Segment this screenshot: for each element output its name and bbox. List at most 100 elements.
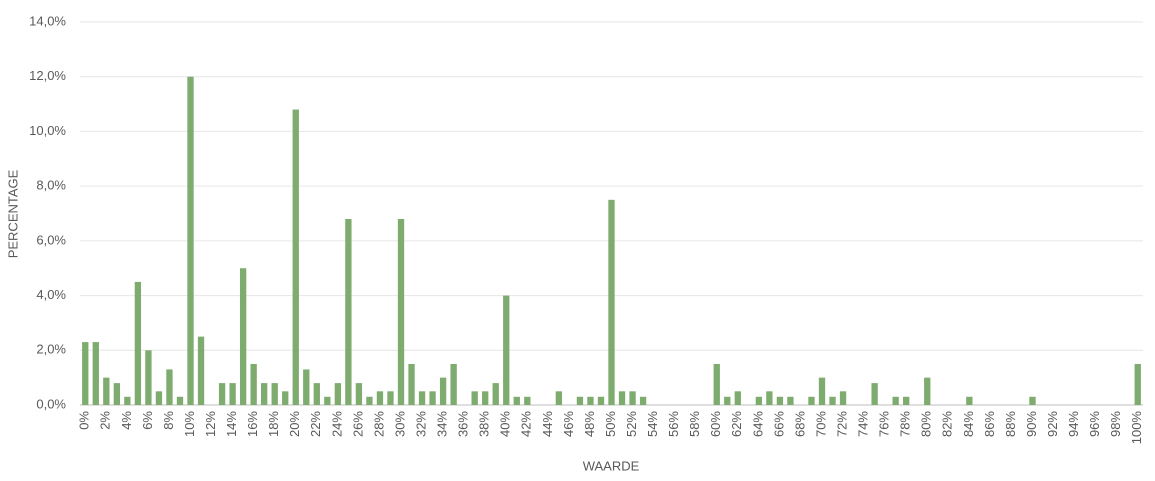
bar <box>618 391 626 405</box>
x-tick-label: 54% <box>645 411 660 437</box>
bar <box>776 396 784 405</box>
x-tick-label: 22% <box>308 411 323 437</box>
bar <box>482 391 489 405</box>
y-axis-title: PERCENTAGE <box>5 169 20 258</box>
bar <box>397 218 405 405</box>
bar <box>324 396 331 405</box>
x-tick-label: 50% <box>603 411 618 437</box>
x-tick-label: 94% <box>1066 411 1081 437</box>
x-tick-label: 2% <box>98 411 113 430</box>
x-tick-label: 40% <box>498 411 513 437</box>
x-tick-label: 4% <box>119 411 134 430</box>
bar <box>345 218 352 405</box>
x-tick-label: 70% <box>813 411 828 437</box>
x-axis-title: WAARDE <box>583 458 640 473</box>
bar <box>429 391 436 405</box>
bar <box>439 377 447 405</box>
x-tick-label: 30% <box>392 411 407 437</box>
bar <box>187 76 194 405</box>
bar <box>92 342 99 405</box>
x-tick-label: 42% <box>519 411 534 437</box>
bar <box>408 363 415 405</box>
bar <box>587 396 594 405</box>
x-tick-label: 24% <box>329 411 344 437</box>
bar <box>966 396 973 405</box>
bar <box>229 383 236 405</box>
x-tick-label: 60% <box>708 411 723 437</box>
bar <box>724 396 731 405</box>
bar <box>629 391 636 405</box>
bar <box>713 363 720 405</box>
bar <box>892 396 899 405</box>
bar <box>471 391 478 405</box>
bar <box>1134 363 1141 405</box>
x-tick-label: 46% <box>561 411 576 437</box>
x-tick-label: 28% <box>371 411 386 437</box>
x-tick-label: 62% <box>729 411 744 437</box>
x-tick-label: 64% <box>750 411 765 437</box>
x-tick-label: 36% <box>456 411 471 437</box>
bar <box>366 396 373 405</box>
bar <box>597 396 605 405</box>
bar <box>808 396 815 405</box>
y-tick-label: 10,0% <box>29 123 66 138</box>
bar <box>755 396 763 405</box>
x-tick-label: 38% <box>477 411 492 437</box>
bar <box>313 383 320 405</box>
bar <box>1029 396 1036 405</box>
bar <box>787 396 794 405</box>
bar <box>555 391 563 405</box>
x-tick-label: 44% <box>540 411 555 437</box>
bar <box>282 391 289 405</box>
bar <box>155 391 163 405</box>
bar <box>239 268 247 405</box>
x-tick-label: 32% <box>413 411 428 437</box>
x-tick-label: 10% <box>182 411 197 437</box>
x-tick-label: 96% <box>1087 411 1102 437</box>
x-tick-label: 76% <box>877 411 892 437</box>
bar <box>829 396 836 405</box>
bar <box>387 391 394 405</box>
x-tick-label: 12% <box>203 411 218 437</box>
bar <box>903 396 910 405</box>
bar <box>82 342 89 405</box>
bar <box>292 109 299 406</box>
bar <box>376 391 384 405</box>
bar <box>166 369 173 405</box>
x-tick-label: 20% <box>287 411 302 437</box>
x-tick-label: 66% <box>771 411 786 437</box>
bar <box>145 350 152 405</box>
bar <box>103 377 110 405</box>
x-tick-label: 56% <box>666 411 681 437</box>
x-tick-label: 98% <box>1108 411 1123 437</box>
x-tick-label: 74% <box>856 411 871 437</box>
bar <box>176 396 184 405</box>
x-tick-label: 80% <box>919 411 934 437</box>
y-tick-label: 8,0% <box>36 178 66 193</box>
bar <box>355 383 363 405</box>
x-tick-label: 88% <box>1003 411 1018 437</box>
bar <box>418 391 426 405</box>
bar <box>113 383 120 405</box>
x-tick-label: 34% <box>435 411 450 437</box>
x-tick-label: 16% <box>245 411 260 437</box>
x-tick-label: 18% <box>266 411 281 437</box>
bar <box>839 391 847 405</box>
bar <box>197 336 205 405</box>
bar <box>492 383 499 405</box>
bar <box>503 295 510 405</box>
x-tick-label: 58% <box>687 411 702 437</box>
x-tick-label: 82% <box>940 411 955 437</box>
x-tick-label: 100% <box>1129 411 1144 445</box>
x-tick-label: 6% <box>140 411 155 430</box>
bar <box>450 363 457 405</box>
bar <box>639 396 647 405</box>
bar <box>608 199 615 405</box>
bar <box>250 363 257 405</box>
y-tick-label: 4,0% <box>36 287 66 302</box>
bar <box>524 396 531 405</box>
bar <box>871 383 878 405</box>
y-tick-label: 2,0% <box>36 342 66 357</box>
x-tick-label: 8% <box>161 411 176 430</box>
